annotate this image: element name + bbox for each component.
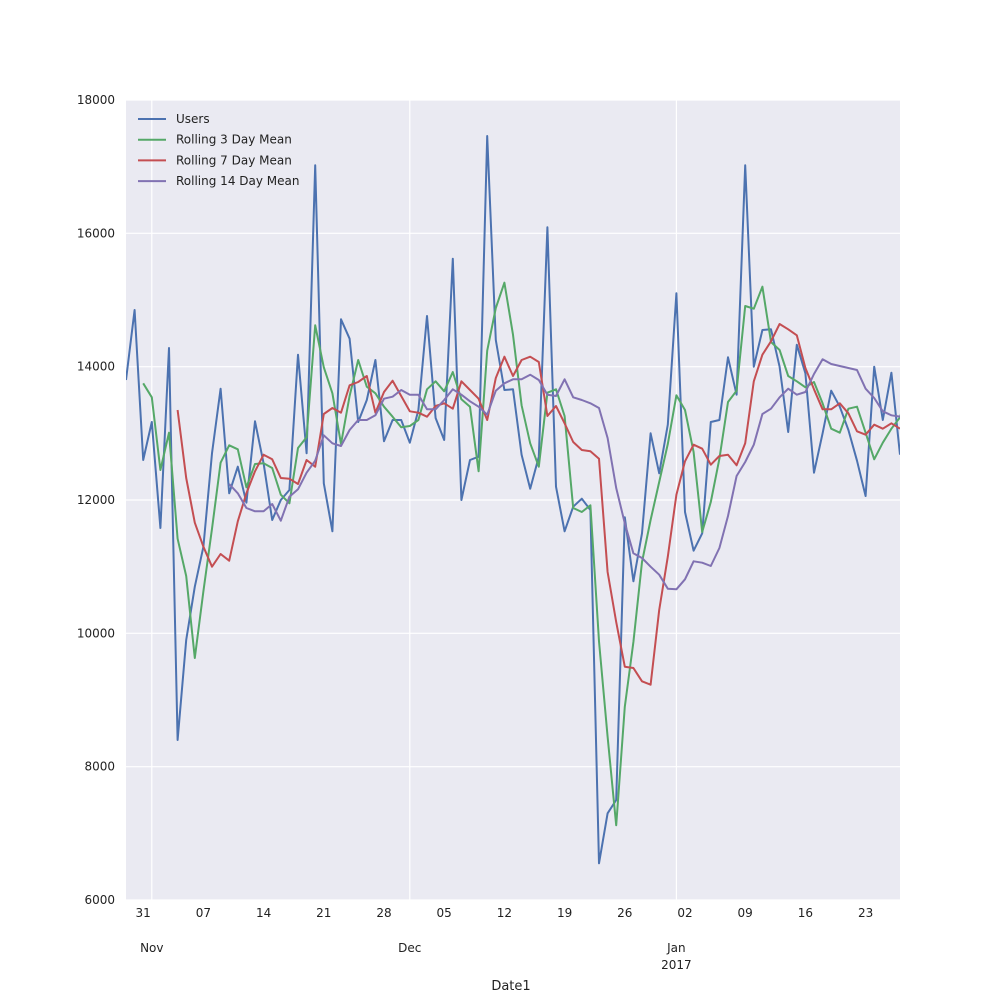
x-minor-tick-label: 28 [376,906,391,920]
legend-label: Rolling 7 Day Mean [176,153,292,167]
x-axis-title: Date1 [491,979,530,994]
x-minor-tick-label: 12 [497,906,512,920]
series-line-rolling-3-day-mean [142,281,900,827]
y-tick-label: 8000 [84,760,115,774]
x-minor-tick-label: 21 [316,906,331,920]
x-minor-tick-label: 26 [617,906,632,920]
legend-label: Rolling 14 Day Mean [176,174,299,188]
x-major-tick-label: Nov [140,941,163,955]
y-tick-label: 18000 [77,93,115,107]
x-minor-tick-label: 31 [136,906,151,920]
x-minor-tick-label: 07 [196,906,211,920]
x-minor-tick-label: 16 [798,906,813,920]
x-axis-minor-ticks: 31 07 14 21 28 05 12 19 26 02 09 16 23 [136,906,874,920]
x-minor-tick-label: 23 [858,906,873,920]
y-tick-label: 6000 [84,893,115,907]
x-minor-tick-label: 05 [437,906,452,920]
x-major-tick-label: Jan [666,941,686,955]
legend-label: Users [176,112,210,126]
y-tick-label: 16000 [77,226,115,240]
x-minor-tick-label: 02 [677,906,692,920]
y-tick-label: 10000 [77,626,115,640]
legend-label: Rolling 3 Day Mean [176,133,292,147]
series-line-rolling-7-day-mean [176,323,900,686]
y-tick-label: 14000 [77,360,115,374]
x-minor-tick-label: 09 [738,906,753,920]
y-axis-ticks: 6000 8000 10000 12000 14000 16000 18000 [77,93,115,907]
legend: Users Rolling 3 Day Mean Rolling 7 Day Mea… [138,112,299,188]
x-major-tick-label: Dec [398,941,421,955]
x-axis-major-ticks: Nov Dec Jan 2017 [140,941,692,972]
series-line-users [126,135,900,865]
x-major-tick-sublabel: 2017 [661,958,692,972]
series-line-rolling-14-day-mean [228,358,900,591]
x-minor-tick-label: 19 [557,906,572,920]
x-minor-tick-label: 14 [256,906,271,920]
y-tick-label: 12000 [77,493,115,507]
series-layer [126,135,900,865]
